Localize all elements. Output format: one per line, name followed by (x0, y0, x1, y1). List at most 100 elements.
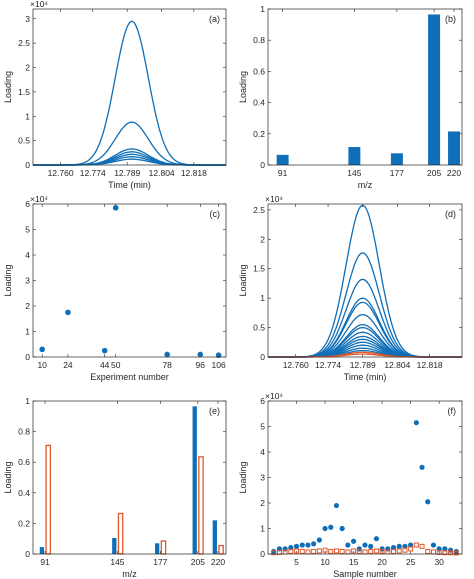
x-tick-label: 12.760 (283, 360, 309, 370)
bar-91 (276, 154, 289, 165)
x-axis-label: Time (min) (344, 372, 387, 382)
panel-c: 0 1 2 3 4 5 6 10 24 44 50 78 96 106 (c) Experiment numb… (3, 194, 227, 382)
y-tick-label: 1 (260, 4, 265, 14)
point-filled-8 (311, 541, 317, 547)
bar-145 (348, 147, 361, 165)
axes-frame (267, 203, 463, 358)
y-tick-label: 1.5 (253, 264, 265, 274)
x-tick-label: 20 (377, 557, 387, 567)
series-line-2 (268, 252, 462, 358)
y-tick-label: 4 (260, 447, 265, 457)
x-tick-label: 15 (349, 557, 359, 567)
y-tick-label: 0.4 (18, 488, 30, 498)
x-tick-label: 30 (434, 557, 444, 567)
panel-b: 0 0.2 0.4 0.6 0.8 1 91 145 177 205 220 (b) m/z Loadin… (238, 4, 463, 190)
point-open-11 (328, 548, 334, 554)
point-78 (164, 351, 170, 358)
point-filled-5 (293, 543, 300, 549)
y-tick-label: 3 (25, 14, 30, 24)
point-filled-10 (322, 525, 328, 532)
y-tick-label: 2 (260, 234, 265, 244)
bar-filled-220 (212, 520, 217, 554)
point-filled-1 (271, 548, 277, 555)
point-open-2 (276, 549, 282, 555)
point-open-13 (339, 548, 345, 554)
x-axis-label: m/z (358, 180, 373, 190)
point-open-20 (379, 548, 385, 554)
y-tick-label: 5 (260, 422, 265, 432)
x-tick-label: 12.818 (417, 360, 443, 370)
bar-open-205 (198, 456, 204, 555)
point-filled-12 (333, 502, 340, 509)
y-tick-label: 1 (25, 111, 30, 121)
y-tick-label: 0 (260, 549, 265, 559)
point-open-30 (436, 549, 442, 555)
point-open-31 (442, 550, 448, 556)
y-axis-label: Loading (238, 71, 248, 103)
point-filled-13 (339, 525, 345, 532)
x-tick-label: 177 (153, 557, 167, 567)
point-filled-31 (442, 546, 448, 552)
y-tick-label: 3 (260, 473, 265, 483)
y-tick-label: 1 (25, 327, 30, 337)
y-tick-label: 0.8 (18, 427, 30, 437)
point-open-8 (311, 548, 317, 554)
point-open-24 (402, 547, 408, 553)
y-axis-label: Loading (3, 71, 13, 103)
panel-label: (d) (445, 209, 456, 219)
y-tick-label: 0.2 (18, 518, 30, 528)
point-open-26 (413, 542, 419, 548)
point-filled-6 (299, 542, 305, 548)
x-tick-label: 12.760 (48, 168, 74, 178)
panel-d: 0 0.5 1 1.5 2 2.5 12.760 12.774 12.789 12.804 12.8… (238, 194, 463, 382)
y-tick-label: 0 (25, 160, 30, 170)
point-open-5 (294, 548, 300, 554)
point-filled-25 (408, 542, 414, 548)
y-tick-label: 0 (260, 160, 265, 170)
x-tick-label: 25 (406, 557, 416, 567)
y-axis-label: Loading (3, 461, 13, 493)
axes-frame (267, 8, 463, 166)
point-open-17 (362, 549, 368, 555)
y-tick-label: 0.2 (253, 129, 265, 139)
point-filled-23 (396, 543, 402, 549)
y-tick-label: 2.5 (18, 38, 30, 48)
point-open-15 (351, 548, 357, 554)
panel-f: 0 1 2 3 4 5 6 5 10 15 20 25 30 (f) Sample number Loadin… (238, 391, 463, 579)
series-line-6 (33, 156, 226, 166)
y-tick-label: 6 (260, 396, 265, 406)
axes-frame (267, 400, 463, 555)
bar-filled-145 (112, 537, 117, 554)
x-tick-label: 220 (447, 168, 461, 178)
x-tick-label: 50 (111, 360, 121, 370)
x-tick-label: 91 (278, 168, 288, 178)
bar-205 (428, 14, 441, 165)
bar-220 (448, 131, 461, 165)
point-open-22 (391, 548, 397, 554)
point-filled-14 (345, 542, 351, 548)
point-filled-27 (419, 464, 425, 470)
point-open-33 (453, 550, 459, 556)
bar-open-145 (117, 512, 124, 555)
point-filled-4 (288, 545, 294, 551)
x-tick-label: 145 (347, 168, 361, 178)
axes-frame (32, 203, 227, 358)
x-tick-label: 12.789 (350, 360, 376, 370)
y-tick-label: 0 (25, 549, 30, 559)
panel-a: 0 0.5 1 1.5 2 2.5 3 12.760 12.774 12.789 12.804 12.… (3, 0, 227, 190)
x-tick-label: 12.789 (114, 168, 140, 178)
series-line-1 (268, 204, 462, 358)
bar-filled-91 (39, 547, 45, 554)
y-tick-label: 0.4 (253, 98, 265, 108)
point-filled-26 (413, 420, 419, 426)
point-106 (215, 352, 222, 359)
point-filled-9 (316, 537, 322, 543)
point-filled-29 (430, 542, 437, 548)
x-tick-label: 205 (427, 168, 441, 178)
y-tick-label: 4 (25, 250, 30, 260)
point-filled-17 (362, 542, 368, 548)
axes-frame (32, 400, 227, 555)
x-tick-label: 12.804 (384, 360, 410, 370)
y-tick-label: 2 (25, 63, 30, 73)
